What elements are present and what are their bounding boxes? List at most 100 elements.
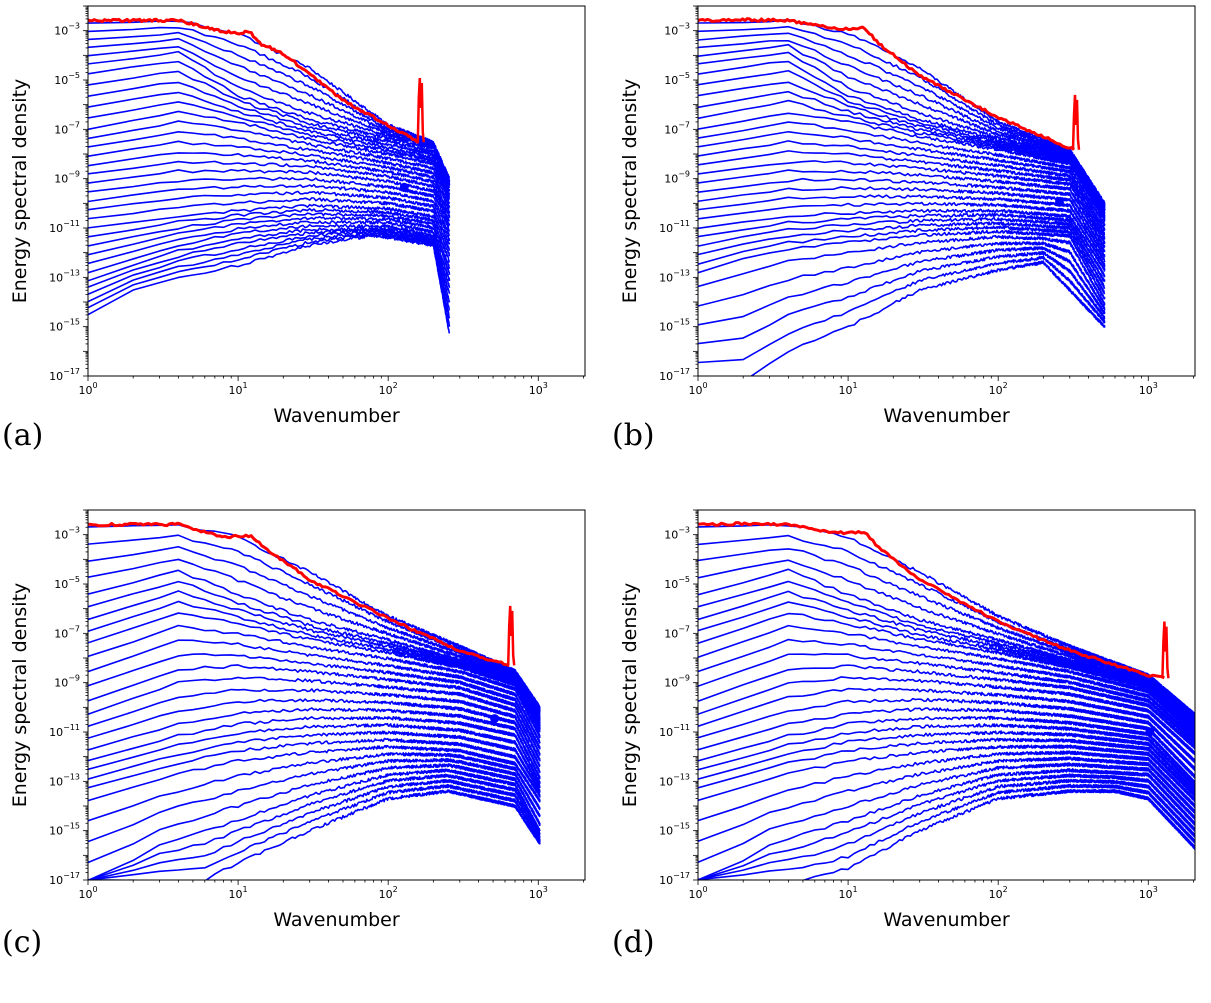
panel-label: (a) (2, 418, 44, 453)
spectrum-curve (698, 744, 1195, 803)
y-tick-label: 10−13 (49, 268, 80, 284)
spectrum-curve (698, 150, 1106, 241)
spectrum-curve (698, 638, 1195, 742)
spectrum-curve (88, 140, 451, 218)
spectrum-curve (698, 750, 1195, 822)
spectrum-curve (88, 190, 451, 245)
y-tick-label: 10−3 (664, 22, 690, 38)
spectrum-curve (88, 131, 451, 214)
x-tick-label: 101 (839, 885, 858, 901)
spectrum-curve (698, 762, 1195, 864)
spectrum-curve (698, 730, 1195, 793)
spectrum-curve (88, 569, 541, 722)
y-tick-label: 10−11 (49, 219, 80, 235)
y-tick-label: 10−15 (49, 318, 80, 334)
resonance-spike (1161, 621, 1170, 679)
spectrum-curve (698, 737, 1195, 798)
spectrum-curve (698, 246, 1106, 326)
spectrum-curve (88, 773, 541, 880)
spectrum-curve (88, 676, 541, 762)
spectrum-curve (698, 225, 1106, 295)
y-tick-label: 10−9 (664, 170, 690, 186)
x-tick-label: 101 (229, 885, 248, 901)
x-tick-label: 100 (688, 885, 707, 901)
spectrum-curve (88, 60, 451, 189)
spectrum-curve (88, 212, 451, 270)
spectrum-curve (88, 160, 451, 227)
spectrum-curve (698, 773, 1195, 880)
y-tick-label: 10−5 (664, 71, 690, 87)
initial-spectrum-curve (88, 521, 510, 668)
y-tick-label: 10−5 (54, 575, 80, 591)
spectrum-curve (88, 624, 541, 739)
panel-c: 100 101 102 103 10−17 10−15 10−13 10−11 10−9 10−7… (9, 509, 586, 931)
spectrum-curve (88, 612, 541, 733)
plot-area (698, 17, 1106, 376)
spectrum-curve (88, 688, 541, 768)
marker-point (490, 714, 500, 724)
initial-spectrum-curve (698, 521, 1165, 680)
marker-point (1145, 727, 1155, 737)
spectrum-curve (88, 534, 541, 713)
spectrum-curve (88, 70, 451, 192)
spectrum-curve (698, 208, 1106, 272)
spectrum-curve (88, 152, 451, 222)
y-tick-label: 10−17 (659, 871, 690, 887)
spectrum-curve (88, 664, 541, 756)
spectrum-curve (88, 639, 541, 745)
spectrum-curve (698, 783, 1195, 880)
panel-b: 100 101 102 103 10−17 10−15 10−13 10−11 10−9 10−7… (619, 5, 1196, 427)
spectrum-curve (698, 778, 1195, 880)
spectrum-curve (698, 81, 1106, 218)
spectrum-curve (88, 203, 451, 257)
y-axis-title: Energy spectral density (619, 79, 641, 304)
x-tick-label: 103 (529, 381, 548, 397)
spectrum-curve (88, 715, 541, 785)
resonance-spike (416, 77, 426, 143)
spectrum-curve (698, 130, 1106, 232)
spectrum-curve (698, 768, 1195, 880)
spectrum-curve (88, 744, 541, 803)
plot-area (88, 521, 541, 880)
y-axis-title: Energy spectral density (9, 79, 31, 304)
y-tick-label: 10−7 (664, 120, 690, 136)
panel-a: 100 101 102 103 10−17 10−15 10−13 10−11 10−9 10−7… (9, 5, 586, 427)
spectrum-curve (698, 160, 1106, 245)
y-tick-label: 10−15 (49, 822, 80, 838)
y-tick-label: 10−17 (49, 871, 80, 887)
x-tick-label: 101 (229, 381, 248, 397)
spectrum-curve (88, 653, 541, 750)
spectrum-curve (88, 37, 451, 185)
spectrum-curve (749, 260, 1106, 376)
x-tick-label: 103 (1139, 381, 1158, 397)
spectrum-curve (698, 216, 1106, 283)
spectrum-curve (88, 120, 451, 209)
y-tick-label: 10−17 (659, 367, 690, 383)
y-tick-label: 10−7 (54, 624, 80, 640)
y-tick-label: 10−13 (659, 772, 690, 788)
x-tick-label: 102 (989, 381, 1008, 397)
spectrum-curve (698, 255, 1106, 364)
spectrum-curve (88, 232, 451, 327)
x-tick-label: 102 (379, 885, 398, 901)
spectrum-curve (88, 545, 541, 716)
spectrum-curve (88, 757, 541, 843)
resonance-spike (1071, 94, 1081, 150)
panel-label: (b) (612, 418, 655, 453)
y-tick-label: 10−15 (659, 822, 690, 838)
y-tick-label: 10−11 (49, 723, 80, 739)
resonance-spike (506, 605, 516, 666)
y-tick-label: 10−9 (54, 170, 80, 186)
spectrum-curve (88, 722, 541, 789)
spectrum-curve (698, 221, 1106, 290)
spectrum-curve (698, 121, 1106, 227)
spectrum-curve (698, 664, 1195, 750)
spectrum-curve (698, 676, 1195, 756)
initial-spectrum-curve (698, 17, 1076, 151)
panel-label: (d) (612, 925, 655, 960)
x-axis-title: Wavenumber (273, 909, 399, 931)
axes-frame (697, 509, 1196, 881)
x-tick-label: 102 (989, 885, 1008, 901)
spectrum-curve (698, 250, 1106, 345)
